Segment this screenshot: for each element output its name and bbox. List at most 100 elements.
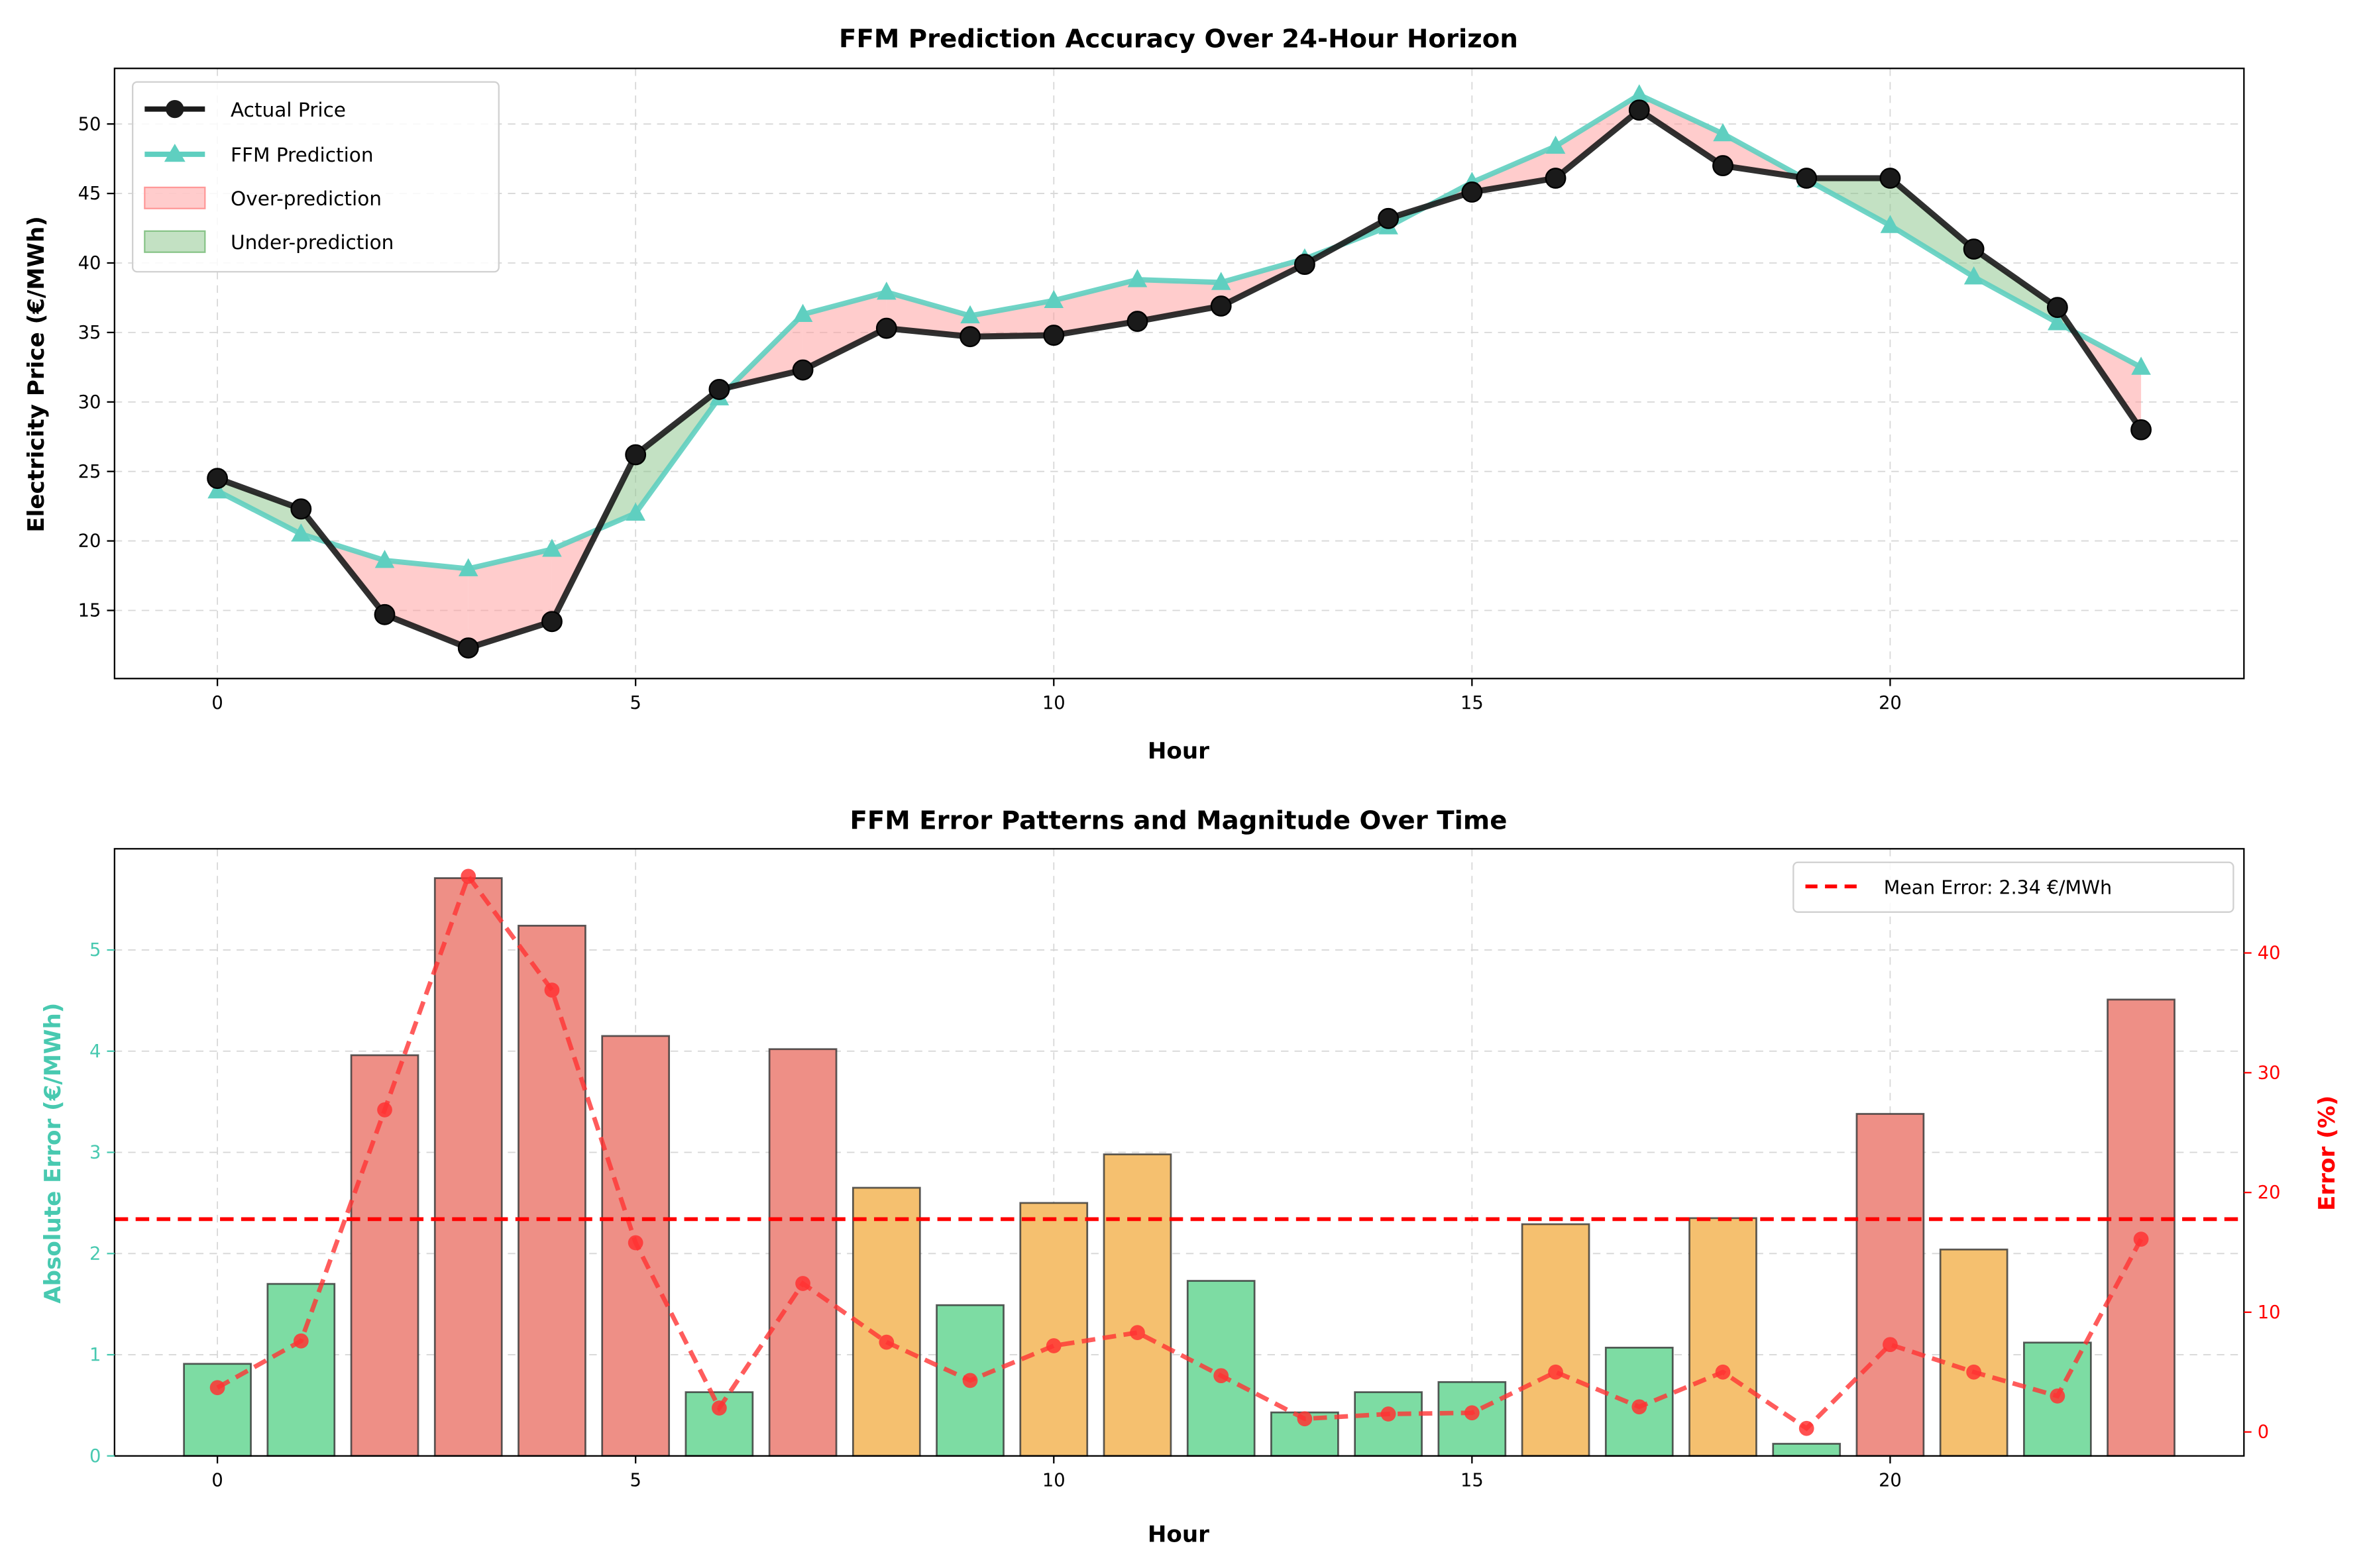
x-tick-label: 20 xyxy=(1879,1470,1902,1490)
prediction-point xyxy=(1545,135,1566,154)
y-tick-label: 30 xyxy=(78,392,101,413)
error-bar xyxy=(1939,1248,2008,1457)
x-tick-label: 0 xyxy=(211,1470,223,1490)
over-prediction-area xyxy=(730,314,803,388)
prediction-point xyxy=(374,550,395,568)
error-bar xyxy=(433,877,503,1457)
right-y-tick-label: 20 xyxy=(2258,1182,2281,1203)
percent-error-point xyxy=(1548,1364,1563,1380)
right-y-tick-label: 30 xyxy=(2258,1063,2281,1083)
actual-price-point xyxy=(541,611,563,633)
prediction-point xyxy=(207,480,227,499)
top-axes-frame xyxy=(113,68,2245,680)
actual-price-point xyxy=(1712,155,1733,177)
error-bar xyxy=(852,1186,921,1457)
prediction-point xyxy=(1880,215,1900,233)
error-bar xyxy=(350,1054,419,1457)
legend-under-label: Under-prediction xyxy=(231,231,394,254)
error-bar xyxy=(1521,1223,1590,1457)
percent-error-point xyxy=(1297,1411,1313,1427)
x-tick-label: 10 xyxy=(1042,1470,1066,1490)
prediction-point xyxy=(1629,84,1649,103)
actual-price-point xyxy=(1043,325,1065,346)
error-bar xyxy=(1688,1217,1757,1457)
prediction-point xyxy=(877,282,897,300)
y-tick-label: 35 xyxy=(78,323,101,343)
actual-price-point xyxy=(374,603,396,625)
prediction-point xyxy=(1211,272,1231,290)
top-chart-title: FFM Prediction Accuracy Over 24-Hour Hor… xyxy=(839,24,1518,54)
top-x-axis-label: Hour xyxy=(1148,738,1209,764)
percent-error-point xyxy=(377,1102,392,1118)
over-prediction-area xyxy=(468,549,552,649)
legend-prediction-marker-icon xyxy=(164,143,186,162)
actual-price-point xyxy=(1210,295,1232,317)
legend-over-label: Over-prediction xyxy=(231,187,382,210)
actual-price-point xyxy=(1461,182,1483,203)
percent-error-point xyxy=(1798,1420,1814,1436)
percent-error-point xyxy=(879,1334,895,1350)
bottom-chart-title: FFM Error Patterns and Magnitude Over Ti… xyxy=(850,806,1507,836)
error-bar xyxy=(518,925,586,1457)
percent-error-point xyxy=(795,1276,810,1291)
percent-error-point xyxy=(1883,1337,1898,1353)
y-tick-label: 25 xyxy=(78,462,101,482)
prediction-line xyxy=(216,91,2142,572)
error-bar xyxy=(1019,1202,1089,1457)
legend-under-swatch-icon xyxy=(144,230,206,253)
y-tick-label: 20 xyxy=(78,531,101,552)
left-y-tick-label: 2 xyxy=(89,1243,101,1264)
over-prediction-area xyxy=(1639,95,1724,166)
percent-error-point xyxy=(1631,1399,1647,1415)
percent-error-point xyxy=(1464,1405,1480,1421)
percent-error-point xyxy=(293,1333,309,1349)
actual-price-point xyxy=(1879,168,1901,189)
top-legend: Actual Price FFM Prediction Over-predict… xyxy=(131,81,500,273)
prediction-point xyxy=(1963,266,1984,285)
error-bar xyxy=(1354,1391,1423,1457)
prediction-point xyxy=(626,502,645,521)
y-tick-label: 15 xyxy=(78,601,101,621)
error-bar xyxy=(1855,1113,1925,1457)
error-bar xyxy=(1103,1153,1172,1457)
percent-error-point xyxy=(1130,1325,1145,1340)
actual-price-point xyxy=(290,498,312,520)
x-tick-label: 5 xyxy=(630,693,641,713)
percent-error-point xyxy=(712,1400,727,1416)
actual-price-point xyxy=(708,378,730,400)
bottom-right-y-axis-label: Error (%) xyxy=(2314,1095,2340,1210)
y-tick-label: 45 xyxy=(78,183,101,204)
y-tick-label: 40 xyxy=(78,253,101,274)
percent-error-point xyxy=(1213,1368,1229,1384)
actual-price-point xyxy=(457,637,479,659)
percent-error-point xyxy=(2133,1231,2149,1247)
x-tick-label: 0 xyxy=(211,693,223,713)
percent-error-point xyxy=(209,1380,225,1396)
left-y-tick-label: 3 xyxy=(89,1143,101,1163)
prediction-point xyxy=(458,558,478,576)
percent-error-point xyxy=(1046,1338,1062,1353)
legend-actual-marker-icon xyxy=(166,99,184,119)
actual-price-point xyxy=(2046,297,2068,319)
error-bar xyxy=(2107,998,2175,1457)
actual-price-point xyxy=(2130,419,2152,441)
left-y-tick-label: 1 xyxy=(89,1345,101,1365)
bottom-chart: 0 5 10 15 20 0 1 2 3 4 5 0 10 20 30 40 FFM Error Patter… xyxy=(40,806,2340,1548)
percent-error-point xyxy=(1715,1364,1731,1380)
over-prediction-area xyxy=(1137,280,1221,322)
percent-error-line xyxy=(216,871,2144,1432)
x-tick-label: 10 xyxy=(1042,693,1066,713)
prediction-point xyxy=(291,523,311,542)
top-y-axis-label: Electricity Price (€/MWh) xyxy=(23,216,50,532)
actual-price-point xyxy=(1127,311,1148,333)
under-prediction-area xyxy=(217,478,302,535)
percent-error-point xyxy=(2050,1388,2065,1404)
right-y-tick-label: 40 xyxy=(2258,943,2281,964)
actual-price-point xyxy=(1796,168,1818,189)
legend-prediction-label: FFM Prediction xyxy=(231,144,374,166)
prediction-point xyxy=(793,303,813,322)
actual-price-point xyxy=(1293,254,1315,275)
over-prediction-area xyxy=(384,560,468,649)
right-y-tick-label: 0 xyxy=(2258,1422,2269,1443)
